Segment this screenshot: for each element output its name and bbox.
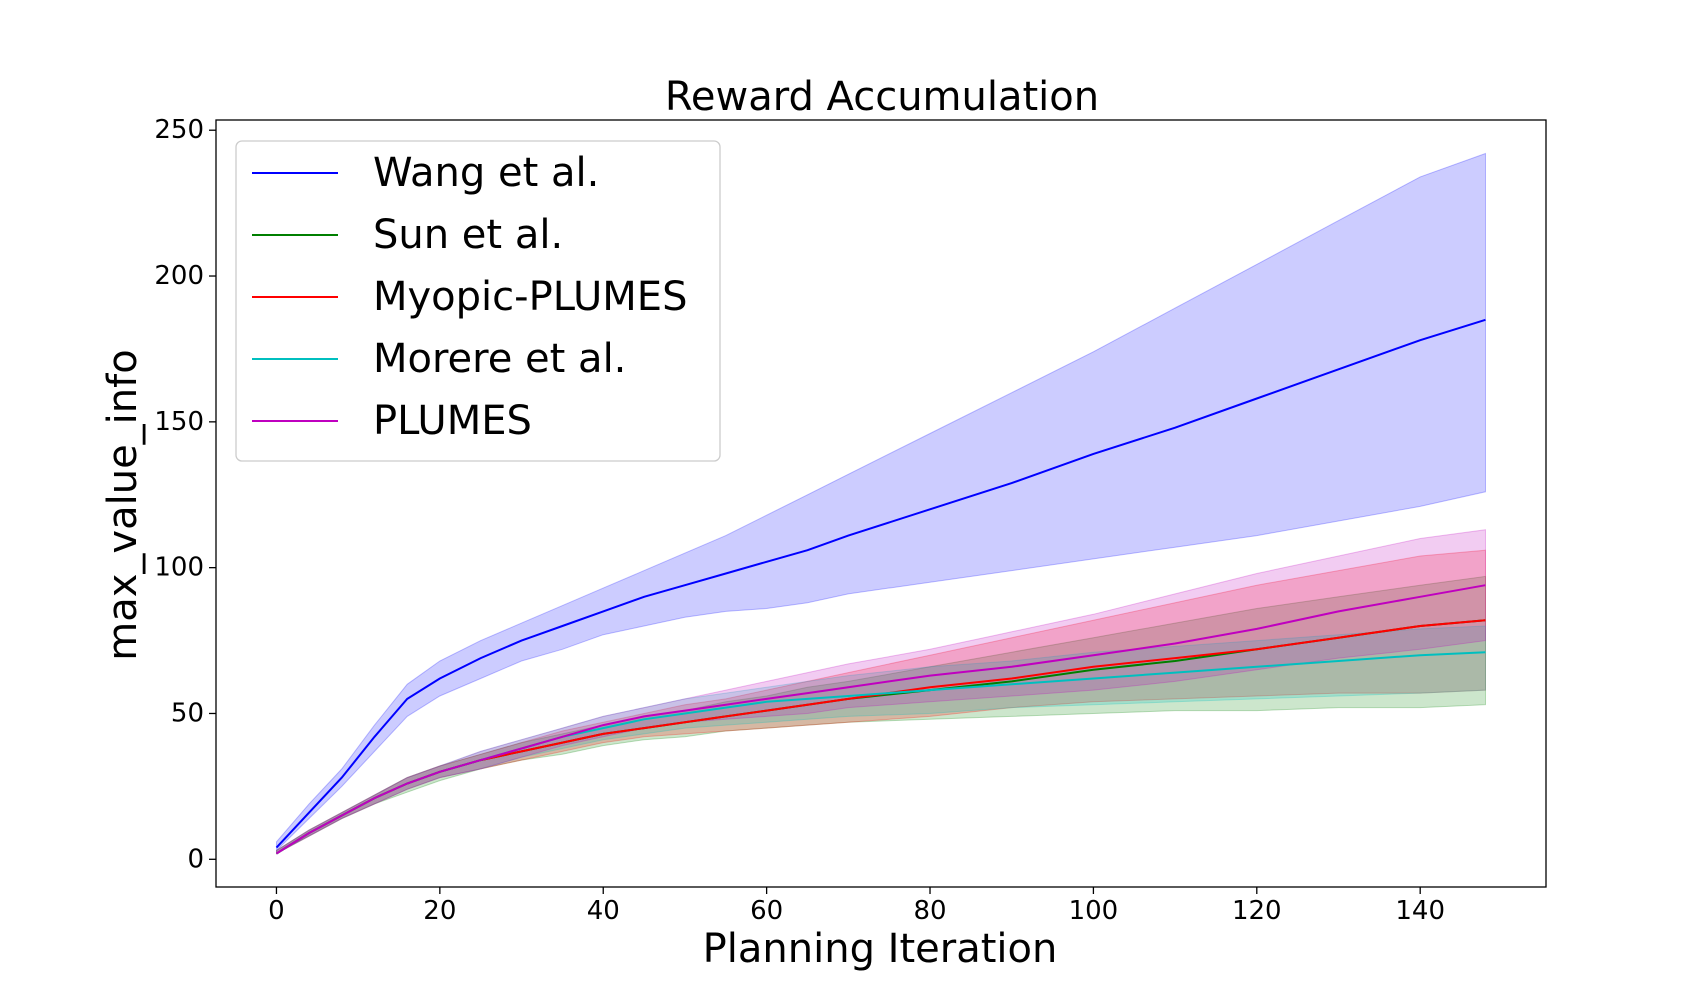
series-line-0 bbox=[275, 318, 1486, 849]
band-2 bbox=[276, 549, 1486, 855]
legend-label-0: Wang et al. bbox=[373, 150, 599, 196]
y-tick-label: 200 bbox=[154, 261, 204, 291]
x-tick-label: 20 bbox=[423, 896, 456, 926]
series-lines bbox=[275, 318, 1486, 855]
y-tick-label: 250 bbox=[154, 115, 204, 145]
y-axis-label: max_value_info bbox=[100, 349, 146, 660]
y-axis: 0 50 100 150 200 250 bbox=[154, 115, 216, 874]
legend-label-3: Morere et al. bbox=[373, 336, 626, 382]
y-tick-label: 50 bbox=[171, 698, 204, 728]
legend: Wang et al. Sun et al. Myopic-PLUMES Morere… bbox=[235, 140, 721, 462]
legend-label-4: PLUMES bbox=[373, 398, 532, 444]
legend-label-2: Myopic-PLUMES bbox=[373, 274, 687, 320]
band-1 bbox=[276, 575, 1486, 855]
series-line-4 bbox=[275, 584, 1486, 855]
x-tick-label: 40 bbox=[587, 896, 620, 926]
x-axis-label: Planning Iteration bbox=[703, 926, 1058, 972]
y-tick-label: 0 bbox=[187, 844, 204, 874]
band-3 bbox=[276, 625, 1486, 855]
y-tick-label: 150 bbox=[154, 407, 204, 437]
y-tick-label: 100 bbox=[154, 553, 204, 583]
x-tick-label: 100 bbox=[1069, 896, 1119, 926]
x-tick-label: 0 bbox=[268, 896, 285, 926]
x-tick-label: 80 bbox=[913, 896, 946, 926]
x-tick-label: 120 bbox=[1232, 896, 1282, 926]
band-4 bbox=[276, 529, 1486, 855]
x-tick-label: 60 bbox=[750, 896, 783, 926]
confidence-bands bbox=[276, 152, 1486, 855]
legend-label-1: Sun et al. bbox=[373, 212, 563, 258]
band-0 bbox=[276, 152, 1486, 852]
chart-title: Reward Accumulation bbox=[665, 74, 1099, 120]
x-tick-label: 140 bbox=[1395, 896, 1445, 926]
legend-box bbox=[235, 140, 721, 462]
plot-frame bbox=[215, 119, 1547, 888]
x-axis: 0 20 40 60 80 100 120 140 bbox=[268, 887, 1445, 926]
